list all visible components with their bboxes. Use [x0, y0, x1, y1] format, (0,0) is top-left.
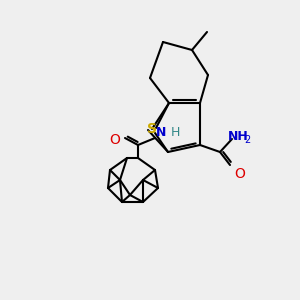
Text: NH: NH	[228, 130, 248, 143]
Text: S: S	[147, 122, 157, 136]
Text: O: O	[235, 167, 245, 181]
Text: H: H	[170, 127, 180, 140]
Text: O: O	[110, 133, 120, 147]
Text: 2: 2	[244, 135, 250, 145]
Text: N: N	[156, 127, 166, 140]
